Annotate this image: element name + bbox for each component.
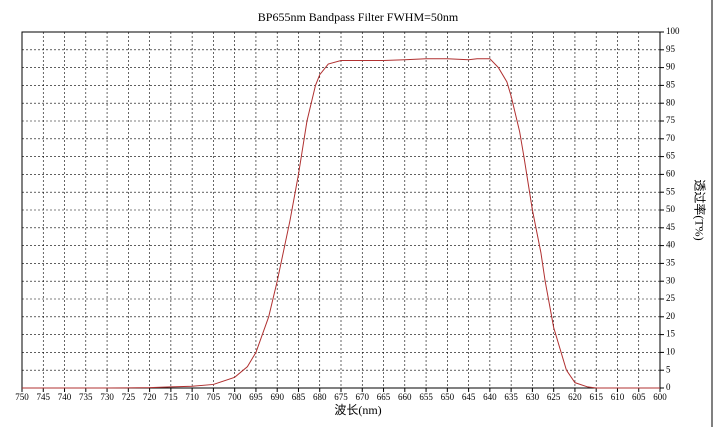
y-tick-label: 55 — [666, 186, 676, 196]
x-tick-label: 740 — [58, 392, 72, 402]
y-tick-label: 40 — [666, 240, 676, 250]
x-tick-label: 615 — [589, 392, 603, 402]
y-tick-label: 0 — [666, 382, 671, 392]
x-tick-label: 630 — [526, 392, 540, 402]
y-tick-label: 50 — [666, 204, 676, 214]
x-tick-label: 720 — [143, 392, 157, 402]
x-tick-label: 730 — [100, 392, 114, 402]
y-tick-label: 95 — [666, 44, 676, 54]
y-tick-label: 65 — [666, 151, 676, 161]
y-tick-label: 15 — [666, 329, 676, 339]
x-tick-label: 695 — [249, 392, 263, 402]
x-tick-label: 635 — [504, 392, 518, 402]
x-tick-label: 680 — [313, 392, 327, 402]
x-tick-label: 745 — [37, 392, 51, 402]
x-axis-label: 波长(nm) — [334, 403, 381, 417]
x-tick-label: 660 — [398, 392, 412, 402]
y-tick-label: 5 — [666, 364, 671, 374]
x-tick-label: 655 — [419, 392, 433, 402]
x-tick-label: 710 — [185, 392, 199, 402]
x-tick-label: 700 — [228, 392, 242, 402]
x-tick-label: 610 — [611, 392, 625, 402]
x-tick-label: 735 — [79, 392, 93, 402]
y-tick-label: 10 — [666, 346, 676, 356]
x-tick-label: 665 — [377, 392, 391, 402]
x-tick-label: 725 — [122, 392, 136, 402]
x-tick-label: 605 — [632, 392, 646, 402]
y-tick-label: 20 — [666, 311, 676, 321]
x-tick-label: 625 — [547, 392, 561, 402]
x-tick-label: 620 — [568, 392, 582, 402]
x-tick-label: 750 — [15, 392, 29, 402]
y-tick-label: 85 — [666, 79, 676, 89]
y-tick-label: 35 — [666, 257, 676, 267]
x-tick-label: 640 — [483, 392, 497, 402]
y-tick-label: 30 — [666, 275, 676, 285]
plot-frame — [21, 31, 661, 389]
chart-title: BP655nm Bandpass Filter FWHM=50nm — [258, 10, 459, 24]
x-tick-label: 670 — [356, 392, 370, 402]
y-tick-label: 70 — [666, 133, 676, 143]
x-tick-label: 715 — [164, 392, 178, 402]
y-tick-label: 90 — [666, 62, 676, 72]
y-tick-label: 100 — [666, 26, 680, 36]
y-tick-label: 75 — [666, 115, 676, 125]
x-tick-label: 650 — [441, 392, 455, 402]
x-tick-label: 685 — [292, 392, 306, 402]
x-tick-label: 645 — [462, 392, 476, 402]
x-tick-label: 675 — [334, 392, 348, 402]
y-tick-label: 60 — [666, 168, 676, 178]
x-tick-label: 600 — [653, 392, 667, 402]
y-tick-label: 80 — [666, 97, 676, 107]
y-tick-label: 45 — [666, 222, 676, 232]
series-line — [22, 58, 660, 389]
y-tick-label: 25 — [666, 293, 676, 303]
x-tick-label: 705 — [207, 392, 221, 402]
y-axis-label: 透过率(T%) — [692, 179, 707, 240]
x-tick-label: 690 — [270, 392, 284, 402]
